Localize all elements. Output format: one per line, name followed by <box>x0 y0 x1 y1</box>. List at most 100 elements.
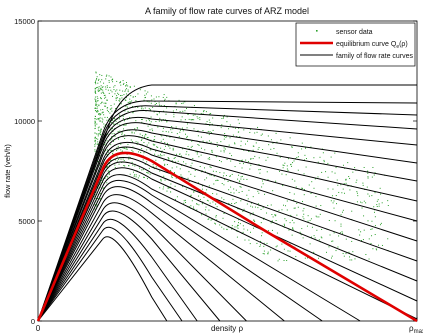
sensor-point <box>105 88 107 90</box>
sensor-point <box>152 164 154 166</box>
sensor-point <box>296 156 298 158</box>
sensor-point <box>250 128 252 130</box>
sensor-point <box>238 122 240 124</box>
sensor-point <box>333 200 335 202</box>
sensor-point <box>124 137 126 139</box>
sensor-point <box>107 111 109 113</box>
sensor-point <box>228 128 230 130</box>
axis-ticks: 0 5000 10000 15000 0 ρmax <box>14 17 423 334</box>
sensor-point <box>107 133 109 135</box>
sensor-point <box>258 169 260 171</box>
sensor-point <box>95 110 97 112</box>
sensor-point <box>222 116 224 118</box>
sensor-point <box>294 207 296 209</box>
y-axis-label: flow rate (veh/h) <box>3 144 12 198</box>
sensor-point <box>197 144 199 146</box>
sensor-point <box>98 88 100 90</box>
sensor-point <box>315 205 317 207</box>
sensor-point <box>142 169 144 171</box>
sensor-point <box>171 177 173 179</box>
sensor-point <box>112 153 114 155</box>
sensor-point <box>140 139 142 141</box>
sensor-point <box>135 174 137 176</box>
sensor-point <box>102 89 104 91</box>
sensor-point <box>190 119 192 121</box>
sensor-point <box>130 139 132 141</box>
sensor-point <box>102 187 104 189</box>
sensor-point <box>297 169 299 171</box>
sensor-point <box>252 196 254 198</box>
sensor-point <box>282 167 284 169</box>
sensor-point <box>221 183 223 185</box>
sensor-point <box>267 156 269 158</box>
sensor-point <box>119 82 121 84</box>
sensor-point <box>203 196 205 198</box>
sensor-point <box>212 117 214 119</box>
sensor-point <box>100 103 102 105</box>
sensor-point <box>289 250 291 252</box>
sensor-point <box>122 84 124 86</box>
legend-entries: sensor data equilibrium curve Qe(ρ) family… <box>300 29 414 60</box>
family-curve <box>37 179 361 322</box>
sensor-point <box>201 188 203 190</box>
sensor-point <box>104 105 106 107</box>
sensor-point <box>387 200 389 202</box>
sensor-point <box>349 177 351 179</box>
sensor-point <box>196 203 198 205</box>
sensor-point <box>150 116 152 118</box>
sensor-point <box>94 144 96 146</box>
sensor-point <box>160 140 162 142</box>
sensor-point <box>94 122 96 124</box>
sensor-point <box>252 158 254 160</box>
sensor-point <box>100 128 102 130</box>
sensor-point <box>104 116 106 118</box>
sensor-point <box>182 102 184 104</box>
sensor-point <box>275 220 277 222</box>
family-curve <box>37 129 418 322</box>
sensor-point <box>260 222 262 224</box>
sensor-point <box>97 97 99 99</box>
sensor-point <box>210 132 212 134</box>
sensor-point <box>354 167 356 169</box>
sensor-point <box>257 190 259 192</box>
sensor-point <box>362 182 364 184</box>
sensor-point <box>110 129 112 131</box>
sensor-point <box>198 156 200 158</box>
sensor-point <box>163 105 165 107</box>
sensor-point <box>112 81 114 83</box>
sensor-point <box>97 79 99 81</box>
sensor-point <box>100 193 102 195</box>
sensor-point <box>148 108 150 110</box>
sensor-point <box>106 166 108 168</box>
sensor-point <box>186 135 188 137</box>
sensor-point <box>95 142 97 144</box>
sensor-point <box>96 76 98 78</box>
sensor-point <box>111 79 113 81</box>
sensor-point <box>212 129 214 131</box>
sensor-point <box>292 162 294 164</box>
sensor-point <box>294 180 296 182</box>
sensor-point <box>192 119 194 121</box>
sensor-point <box>99 97 101 99</box>
sensor-point <box>233 192 235 194</box>
sensor-point <box>323 159 325 161</box>
sensor-point <box>306 225 308 227</box>
sensor-point <box>96 108 98 110</box>
sensor-point <box>173 116 175 118</box>
sensor-point <box>100 109 102 111</box>
sensor-point <box>135 120 137 122</box>
sensor-point <box>195 110 197 112</box>
sensor-point <box>157 126 159 128</box>
sensor-point <box>250 164 252 166</box>
sensor-point <box>293 207 295 209</box>
sensor-point <box>106 175 108 177</box>
sensor-point <box>169 147 171 149</box>
sensor-point <box>94 145 96 147</box>
sensor-point <box>259 168 261 170</box>
sensor-point <box>236 236 238 238</box>
sensor-point <box>137 106 139 108</box>
sensor-point <box>175 153 177 155</box>
sensor-point <box>287 250 289 252</box>
sensor-point <box>181 164 183 166</box>
y-tick-label: 15000 <box>14 17 35 26</box>
